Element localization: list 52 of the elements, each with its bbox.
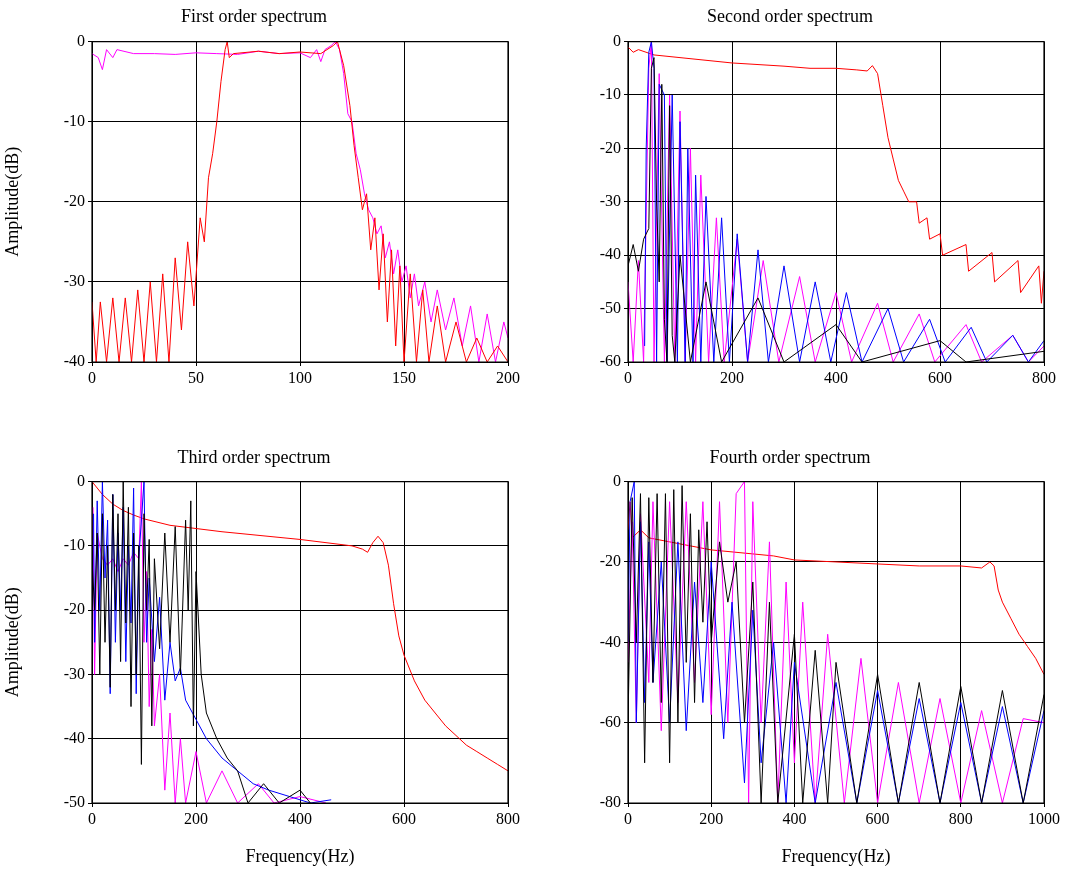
- x-tick-label: 400: [288, 809, 312, 827]
- x-tick-label: 400: [824, 368, 848, 386]
- y-tick-label: -40: [599, 632, 621, 650]
- x-tick-label: 800: [948, 809, 973, 827]
- x-axis-title: Frequency(Hz): [781, 845, 891, 867]
- y-tick-label: -30: [599, 192, 621, 209]
- chart-title: Fourth order spectrum: [709, 446, 871, 467]
- x-tick-label: 800: [496, 809, 520, 827]
- x-axis-title: Frequency(Hz): [245, 845, 355, 867]
- y-tick-label: -50: [599, 298, 621, 316]
- x-tick-label: 600: [392, 809, 416, 827]
- y-axis-title: Amplitude(dB): [1, 146, 23, 257]
- chart-title: Second order spectrum: [707, 5, 873, 26]
- y-tick-label: -20: [63, 192, 85, 209]
- x-tick-label: 200: [720, 368, 744, 386]
- y-tick-label: -80: [599, 793, 621, 811]
- y-tick-label: -30: [63, 272, 85, 290]
- y-tick-label: -10: [599, 85, 621, 103]
- y-tick-label: 0: [77, 31, 85, 49]
- x-tick-label: 200: [184, 809, 208, 827]
- y-tick-label: -40: [599, 245, 621, 263]
- y-tick-label: -60: [599, 352, 621, 370]
- x-tick-label: 0: [624, 368, 632, 386]
- x-tick-label: 600: [865, 809, 890, 827]
- y-tick-label: 0: [613, 31, 621, 49]
- y-tick-label: 0: [613, 471, 621, 489]
- x-tick-label: 600: [928, 368, 952, 386]
- y-tick-label: -20: [599, 138, 621, 156]
- chart-title: First order spectrum: [181, 5, 327, 26]
- x-tick-label: 200: [496, 368, 520, 386]
- x-tick-label: 800: [1032, 368, 1056, 386]
- x-tick-label: 200: [699, 809, 724, 827]
- x-tick-label: 0: [624, 809, 632, 827]
- y-tick-label: -30: [63, 664, 85, 682]
- x-tick-label: 0: [88, 809, 96, 827]
- y-tick-label: -20: [63, 600, 85, 618]
- y-tick-label: -50: [63, 793, 85, 811]
- y-tick-label: -40: [63, 352, 85, 370]
- y-axis-title: Amplitude(dB): [1, 587, 23, 698]
- x-tick-label: 100: [288, 368, 312, 386]
- x-tick-label: 0: [88, 368, 96, 386]
- y-tick-label: -20: [599, 552, 621, 570]
- y-tick-label: -40: [63, 728, 85, 746]
- y-tick-label: -60: [599, 712, 621, 730]
- x-tick-label: 400: [782, 809, 807, 827]
- x-tick-label: 150: [392, 368, 416, 386]
- y-tick-label: 0: [77, 471, 85, 489]
- x-tick-label: 1000: [1028, 809, 1060, 827]
- x-tick-label: 50: [188, 368, 204, 386]
- y-tick-label: -10: [63, 111, 85, 129]
- chart-title: Third order spectrum: [177, 446, 331, 467]
- y-tick-label: -10: [63, 536, 85, 554]
